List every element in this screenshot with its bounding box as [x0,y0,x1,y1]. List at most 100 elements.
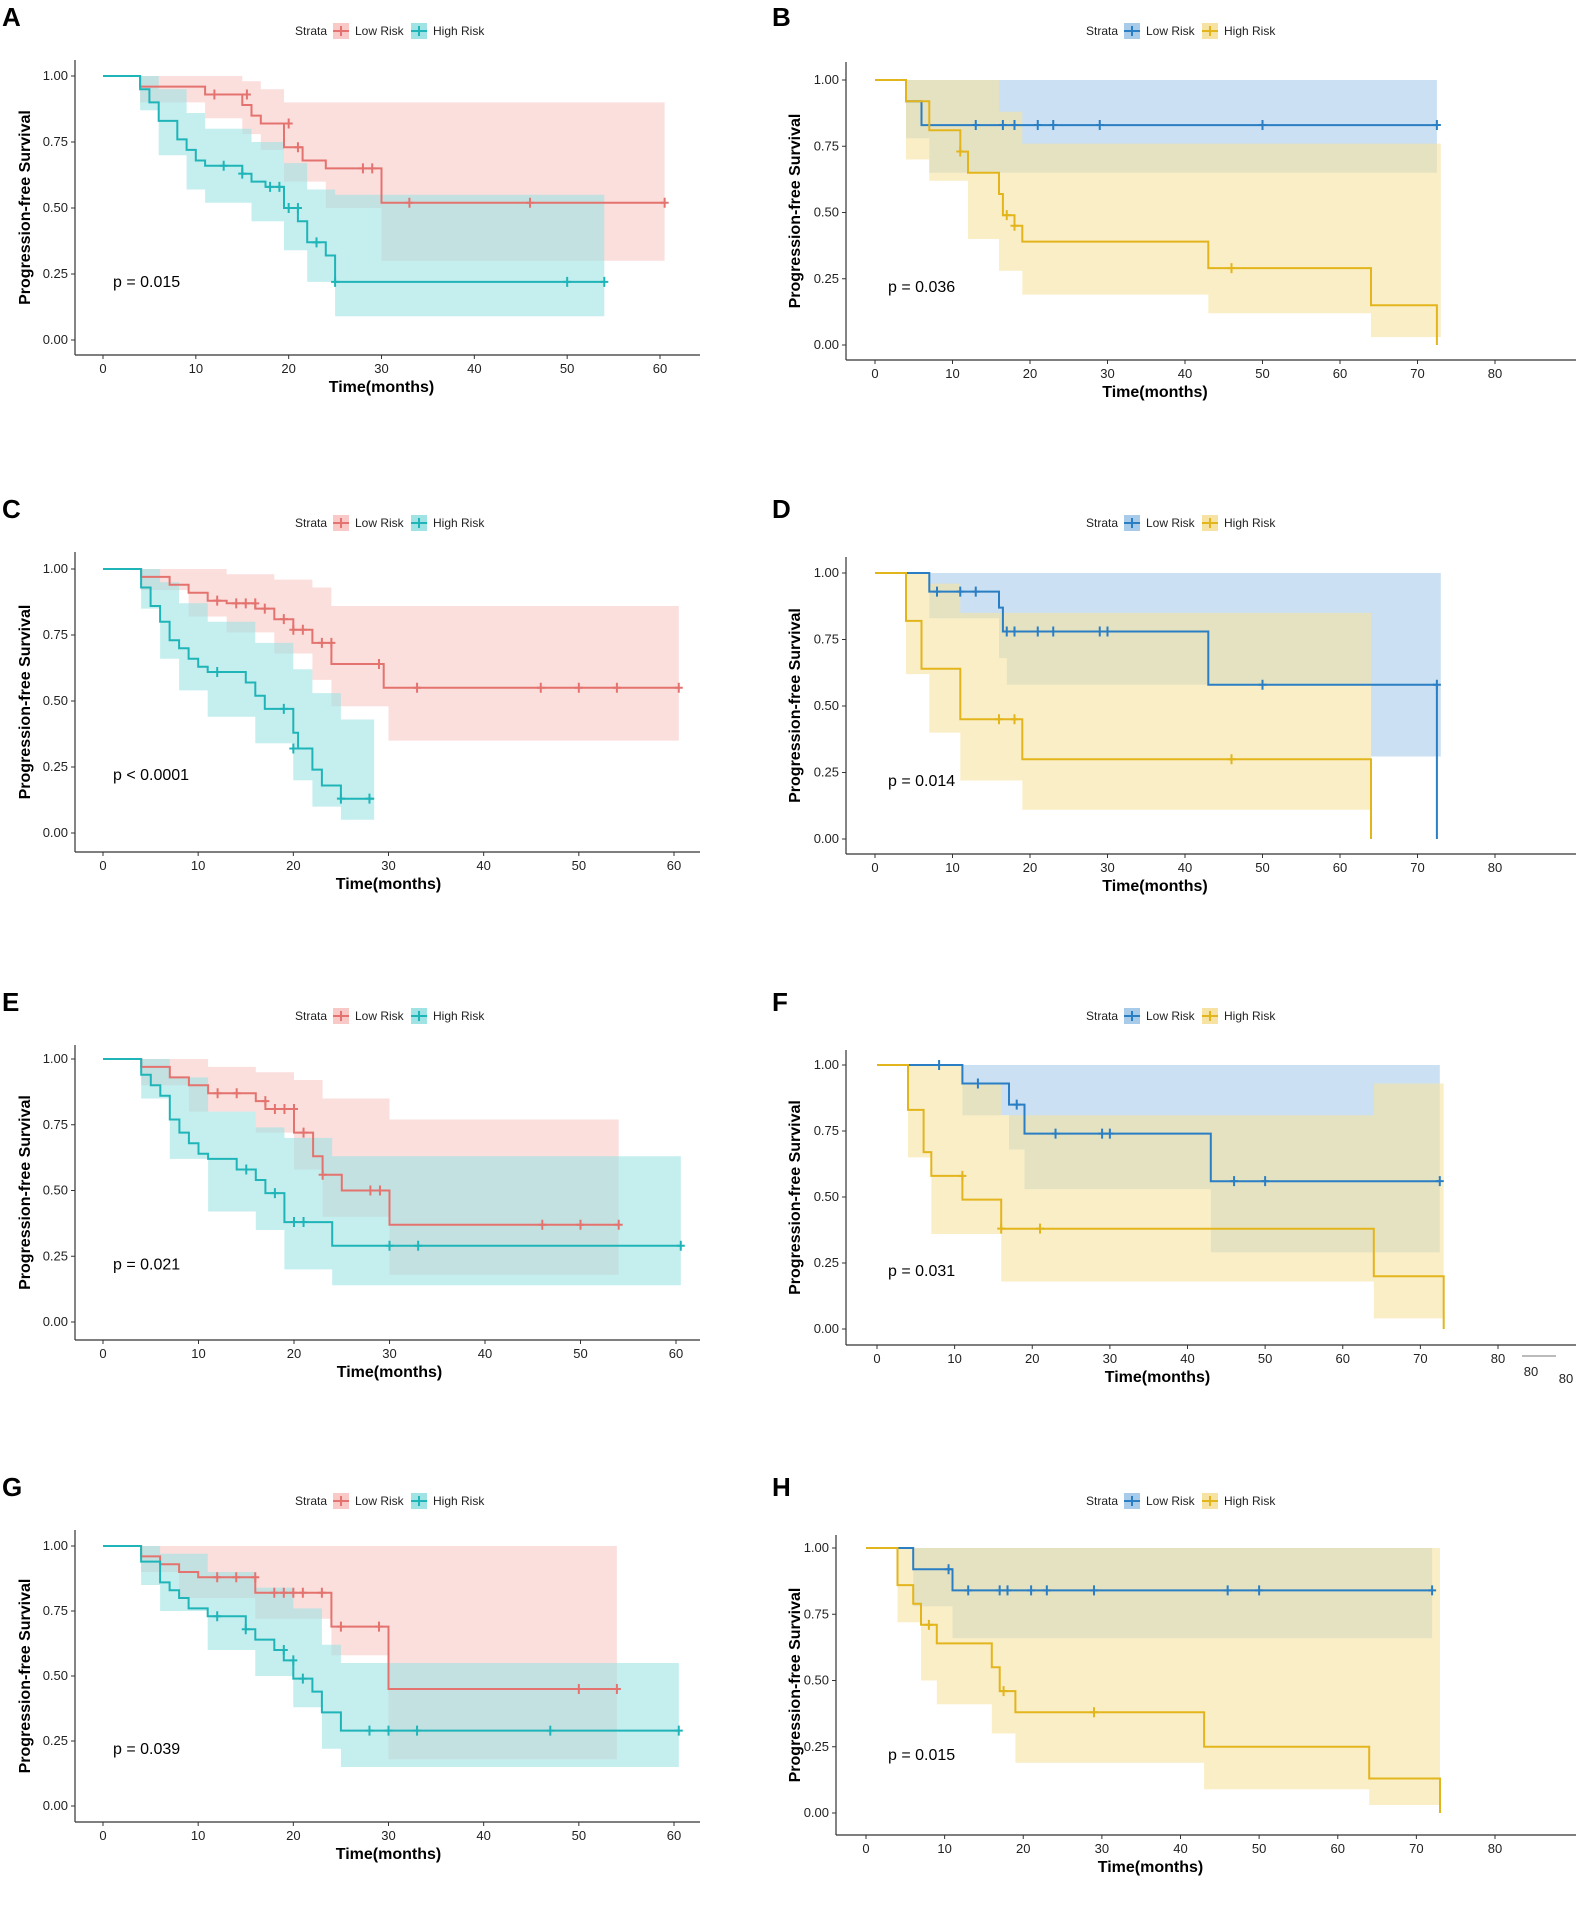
censor-mark [997,1223,1006,1234]
censor-mark [213,1611,222,1622]
censor-mark [242,1164,251,1175]
censor-mark [1033,120,1042,131]
x-tick-label: 10 [937,1841,951,1856]
censor-mark [365,793,374,804]
y-tick-label: 0.00 [43,1314,68,1329]
y-tick-label: 1.00 [43,68,68,83]
survival-curve-low-risk [875,572,1438,839]
x-tick-label: 60 [1333,860,1347,875]
legend-label-low-risk: Low Risk [355,516,405,530]
x-tick-label: 40 [478,1346,492,1361]
censor-mark [1033,626,1042,637]
x-axis-title: Time(months) [329,379,434,396]
x-tick-label: 0 [871,860,878,875]
censor-mark [293,203,302,213]
censor-mark [366,1185,375,1196]
panel-letter: D [772,494,791,524]
y-tick-label: 0.25 [804,1739,829,1754]
km-panel-f: F Strata Low Risk High Risk 0.00 0.25 0.50 0.75… [772,987,1576,1386]
km-panel-e: E Strata Low Risk High Risk 0.00 0.25 0.50 0.75… [2,987,700,1381]
censor-mark [238,168,247,179]
censor-mark [956,586,965,597]
legend-title: Strata [1086,1494,1118,1508]
censor-mark [999,1686,1008,1697]
censor-mark [279,703,288,714]
legend-label-low-risk: Low Risk [355,1009,405,1023]
km-panel-c: C Strata Low Risk High Risk 0.00 0.25 0.50 0.75… [2,494,700,893]
y-tick-label: 0.75 [43,1117,68,1132]
x-tick-label: 20 [286,1828,300,1843]
censor-mark [1010,120,1019,131]
x-axis-title: Time(months) [1102,384,1207,401]
x-tick-label: 20 [1023,860,1037,875]
censor-mark [526,197,535,208]
censor-mark [284,118,293,129]
censor-mark [933,586,941,597]
x-tick-label: 40 [1178,860,1192,875]
x-tick-label: 60 [1331,1841,1345,1856]
y-tick-label: 0.50 [43,1668,68,1683]
y-tick-label: 1.00 [814,565,839,580]
censor-mark [260,603,269,614]
y-tick-label: 0.25 [43,266,68,281]
y-tick-label: 0.25 [814,271,839,286]
censor-mark [298,1587,307,1598]
censor-mark [280,1103,289,1114]
censor-mark [1002,626,1011,637]
censor-mark [368,163,377,174]
censor-mark [298,1673,307,1684]
ci-band-high-risk [875,80,1441,338]
x-tick-label: 70 [1410,860,1424,875]
x-axis-title: Time(months) [1105,1369,1210,1386]
legend-title: Strata [295,24,327,38]
censor-mark [289,624,298,635]
ci-band-high-risk [103,1546,679,1767]
legend: Strata Low Risk High Risk [295,515,485,531]
ci-band-low-risk [103,569,679,741]
censor-mark [995,714,1003,725]
censor-mark [279,1587,288,1598]
censor-mark [213,1572,222,1583]
censor-mark [336,793,345,804]
x-tick-label: 20 [1016,1841,1030,1856]
censor-mark [312,237,321,248]
x-tick-label: 10 [945,366,959,381]
p-value-label: p = 0.015 [888,1747,955,1764]
y-axis-title: Progression-free Survival [17,1579,34,1774]
legend-label-low-risk: Low Risk [1146,24,1196,38]
x-tick-label: 0 [99,1346,106,1361]
censor-mark [538,1219,547,1230]
x-axis-title: Time(months) [1098,1859,1203,1876]
y-tick-label: 1.00 [43,1051,68,1066]
x-tick-label: 40 [476,858,490,873]
y-axis-title: Progression-free Survival [787,1588,804,1783]
y-tick-label: 0.50 [43,200,68,215]
y-tick-label: 0.75 [43,1603,68,1618]
ci-band-high-risk [103,76,605,317]
x-tick-label: 10 [191,858,205,873]
x-tick-label: 40 [1180,1351,1194,1366]
censor-mark [293,142,302,153]
censor-mark [279,614,288,625]
legend-title: Strata [295,1009,327,1023]
x-tick-label: 80 [1488,1841,1502,1856]
censor-mark [563,276,572,287]
censor-mark [232,1572,241,1583]
censor-mark [1049,120,1058,131]
y-axis-title: Progression-free Survival [787,1100,804,1295]
censor-mark [210,89,219,100]
y-tick-label: 0.75 [804,1606,829,1621]
y-tick-label: 0.50 [814,698,839,713]
y-tick-label: 1.00 [814,72,839,87]
censor-mark [1042,1585,1051,1596]
x-tick-label: 30 [1095,1841,1109,1856]
x-tick-label: 40 [467,361,481,376]
y-tick-label: 0.75 [43,627,68,642]
legend-label-high-risk: High Risk [433,1009,485,1023]
censor-mark [1103,626,1112,637]
legend-title: Strata [1086,1009,1118,1023]
y-tick-label: 1.00 [804,1540,829,1555]
legend: Strata Low Risk High Risk [295,23,485,39]
x-tick-label: 50 [560,361,574,376]
x-tick-label: 30 [1100,366,1114,381]
